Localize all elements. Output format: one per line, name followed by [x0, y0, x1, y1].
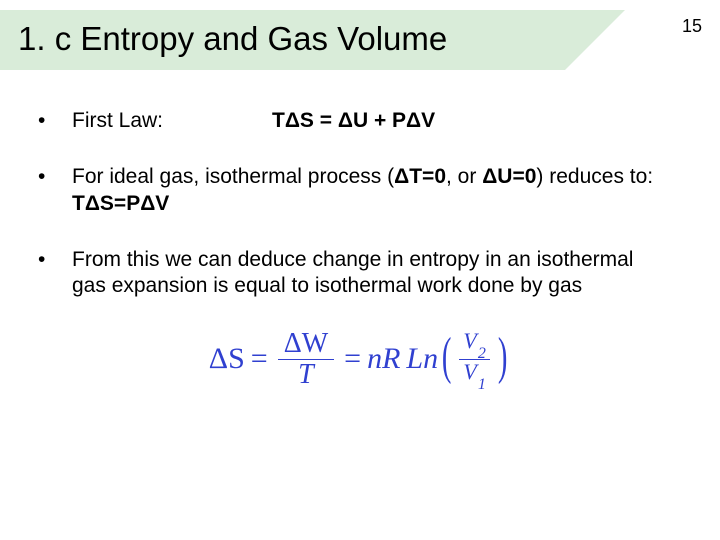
eq-v: V	[463, 359, 476, 384]
title-banner: 1. c Entropy and Gas Volume	[0, 10, 565, 70]
page-number: 15	[682, 16, 702, 37]
eq-v: V	[463, 328, 476, 353]
slide-title: 1. c Entropy and Gas Volume	[18, 20, 447, 58]
eq-equals: =	[338, 342, 367, 376]
bullet-text: For ideal gas, isothermal process (ΔT=0,…	[72, 164, 670, 217]
eq-sub: 2	[478, 345, 486, 362]
bullet-dot-icon: •	[38, 164, 72, 190]
text-bold: TΔS=PΔV	[72, 192, 169, 215]
first-law-label: First Law:	[72, 108, 272, 134]
bullet-list: • First Law: TΔS = ΔU + PΔV • For ideal …	[38, 108, 670, 299]
eq-frac-den: V1	[459, 360, 489, 389]
equation-container: ΔS = ΔW T = nR Ln ( V2 V1 )	[0, 329, 720, 389]
text-bold: ΔU=0	[482, 165, 536, 188]
first-law-equation: TΔS = ΔU + PΔV	[272, 108, 435, 134]
bullet-item: • First Law: TΔS = ΔU + PΔV	[38, 108, 670, 134]
bullet-dot-icon: •	[38, 247, 72, 273]
bullet-dot-icon: •	[38, 108, 72, 134]
eq-nr: nR	[367, 342, 400, 376]
eq-frac-num: ΔW	[278, 329, 334, 358]
eq-fraction-v2-v1: V2 V1	[459, 329, 489, 389]
text-fragment: , or	[446, 165, 482, 188]
bullet-item: • From this we can deduce change in entr…	[38, 247, 670, 300]
text-fragment: For ideal gas, isothermal process (	[72, 165, 394, 188]
eq-frac-den: T	[292, 360, 320, 389]
eq-frac-num: V2	[459, 329, 489, 358]
text-fragment: ) reduces to:	[536, 165, 653, 188]
text-bold: ΔT=0	[394, 165, 446, 188]
eq-delta-s: ΔS	[209, 342, 245, 376]
bullet-text: From this we can deduce change in entrop…	[72, 247, 670, 300]
eq-equals: =	[245, 342, 274, 376]
eq-fraction-dw-t: ΔW T	[278, 329, 334, 389]
entropy-equation: ΔS = ΔW T = nR Ln ( V2 V1 )	[209, 329, 511, 389]
bullet-item: • For ideal gas, isothermal process (ΔT=…	[38, 164, 670, 217]
eq-ln: Ln	[406, 342, 438, 376]
eq-sub: 1	[478, 376, 486, 393]
